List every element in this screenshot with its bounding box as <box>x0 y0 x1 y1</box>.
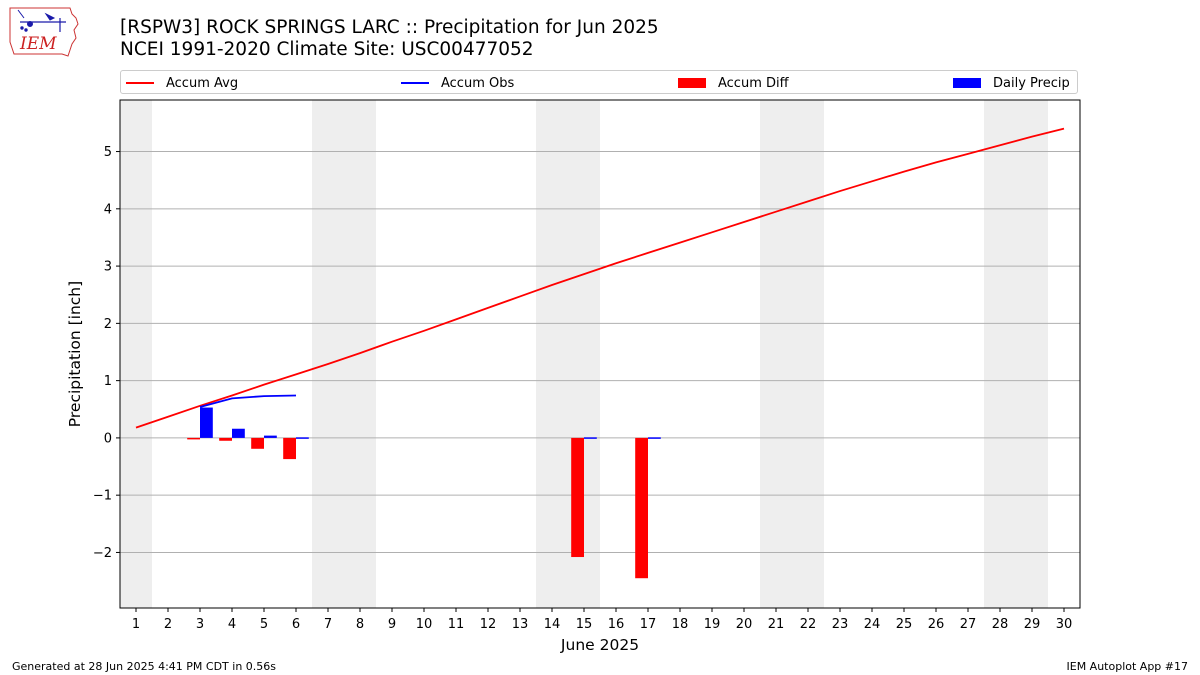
chart-title: [RSPW3] ROCK SPRINGS LARC :: Precipitati… <box>120 17 659 38</box>
footer-app: IEM Autoplot App #17 <box>1066 660 1189 673</box>
y-tick-label: 2 <box>104 317 112 332</box>
y-tick-label: 1 <box>104 374 112 389</box>
legend-label-accum-avg: Accum Avg <box>166 75 239 91</box>
x-tick-label: 24 <box>864 617 881 632</box>
x-tick-label: 19 <box>704 617 721 632</box>
x-tick-label: 11 <box>448 617 465 632</box>
y-axis-label: Precipitation [inch] <box>66 281 84 427</box>
footer-generated: Generated at 28 Jun 2025 4:41 PM CDT in … <box>12 660 277 673</box>
accum-diff-bar <box>635 437 648 579</box>
x-tick-label: 5 <box>260 617 268 632</box>
legend-label-daily-precip: Daily Precip <box>993 75 1070 91</box>
x-tick-label: 26 <box>928 617 945 632</box>
x-tick-label: 20 <box>736 617 753 632</box>
x-tick-label: 4 <box>228 617 236 632</box>
weekend-band <box>536 100 600 608</box>
daily-precip-bar <box>648 437 661 439</box>
weekend-band <box>760 100 824 608</box>
y-tick-label: 5 <box>104 145 112 160</box>
legend-item-accum-avg: Accum Avg <box>126 74 238 92</box>
y-tick-label: 3 <box>104 260 112 275</box>
x-tick-label: 3 <box>196 617 204 632</box>
x-tick-label: 21 <box>768 617 785 632</box>
iowa-outline-icon <box>9 7 79 57</box>
weekend-band <box>120 100 152 608</box>
legend-item-accum-obs: Accum Obs <box>401 74 514 92</box>
x-tick-label: 30 <box>1056 617 1073 632</box>
x-tick-label: 7 <box>324 617 332 632</box>
legend-swatch-accum-avg <box>126 82 154 84</box>
weekend-band <box>984 100 1048 608</box>
x-tick-label: 18 <box>672 617 689 632</box>
weekend-band <box>312 100 376 608</box>
x-tick-label: 29 <box>1024 617 1041 632</box>
x-tick-label: 13 <box>512 617 529 632</box>
chart-legend: Accum Avg Accum Obs Accum Diff Daily Pre… <box>120 70 1078 94</box>
logo-text: IEM <box>19 34 57 54</box>
legend-label-accum-obs: Accum Obs <box>441 75 515 91</box>
x-tick-label: 10 <box>416 617 433 632</box>
accum-diff-bar <box>283 437 296 460</box>
x-tick-label: 15 <box>576 617 593 632</box>
y-tick-label: 0 <box>104 431 112 446</box>
accum-diff-bar <box>251 437 264 449</box>
x-tick-label: 8 <box>356 617 364 632</box>
accum-diff-bar <box>219 437 232 441</box>
x-axis-label: June 2025 <box>560 636 639 654</box>
accum-avg-line <box>135 127 1065 429</box>
legend-swatch-daily-precip <box>953 78 981 88</box>
legend-label-accum-diff: Accum Diff <box>718 75 789 91</box>
x-tick-label: 16 <box>608 617 625 632</box>
y-tick-label: −2 <box>93 546 112 561</box>
accum-diff-bar <box>571 437 584 558</box>
chart-subtitle: NCEI 1991-2020 Climate Site: USC00477052 <box>120 39 534 60</box>
legend-item-daily-precip: Daily Precip <box>953 74 1070 92</box>
x-tick-label: 6 <box>292 617 300 632</box>
daily-precip-bar <box>584 437 597 439</box>
accum-diff-bar <box>187 437 200 440</box>
x-tick-label: 25 <box>896 617 913 632</box>
x-tick-label: 28 <box>992 617 1009 632</box>
x-tick-label: 2 <box>164 617 172 632</box>
x-tick-label: 12 <box>480 617 497 632</box>
x-tick-label: 14 <box>544 617 561 632</box>
accum-obs-line <box>199 394 297 408</box>
x-tick-label: 9 <box>388 617 396 632</box>
plot-frame <box>119 99 1081 609</box>
daily-precip-bar <box>200 407 213 438</box>
daily-precip-bar <box>232 428 245 438</box>
x-tick-label: 23 <box>832 617 849 632</box>
y-tick-label: 4 <box>104 202 112 217</box>
x-tick-label: 17 <box>640 617 657 632</box>
x-tick-label: 22 <box>800 617 817 632</box>
daily-precip-bar <box>264 435 277 438</box>
weather-station-icon <box>17 9 66 32</box>
legend-item-accum-diff: Accum Diff <box>678 74 789 92</box>
y-tick-label: −1 <box>93 489 112 504</box>
legend-swatch-accum-obs <box>401 82 429 84</box>
daily-precip-bar <box>296 437 309 439</box>
x-tick-label: 27 <box>960 617 977 632</box>
x-tick-label: 1 <box>132 617 140 632</box>
legend-swatch-accum-diff <box>678 78 706 88</box>
iem-logo: IEM <box>9 7 79 57</box>
